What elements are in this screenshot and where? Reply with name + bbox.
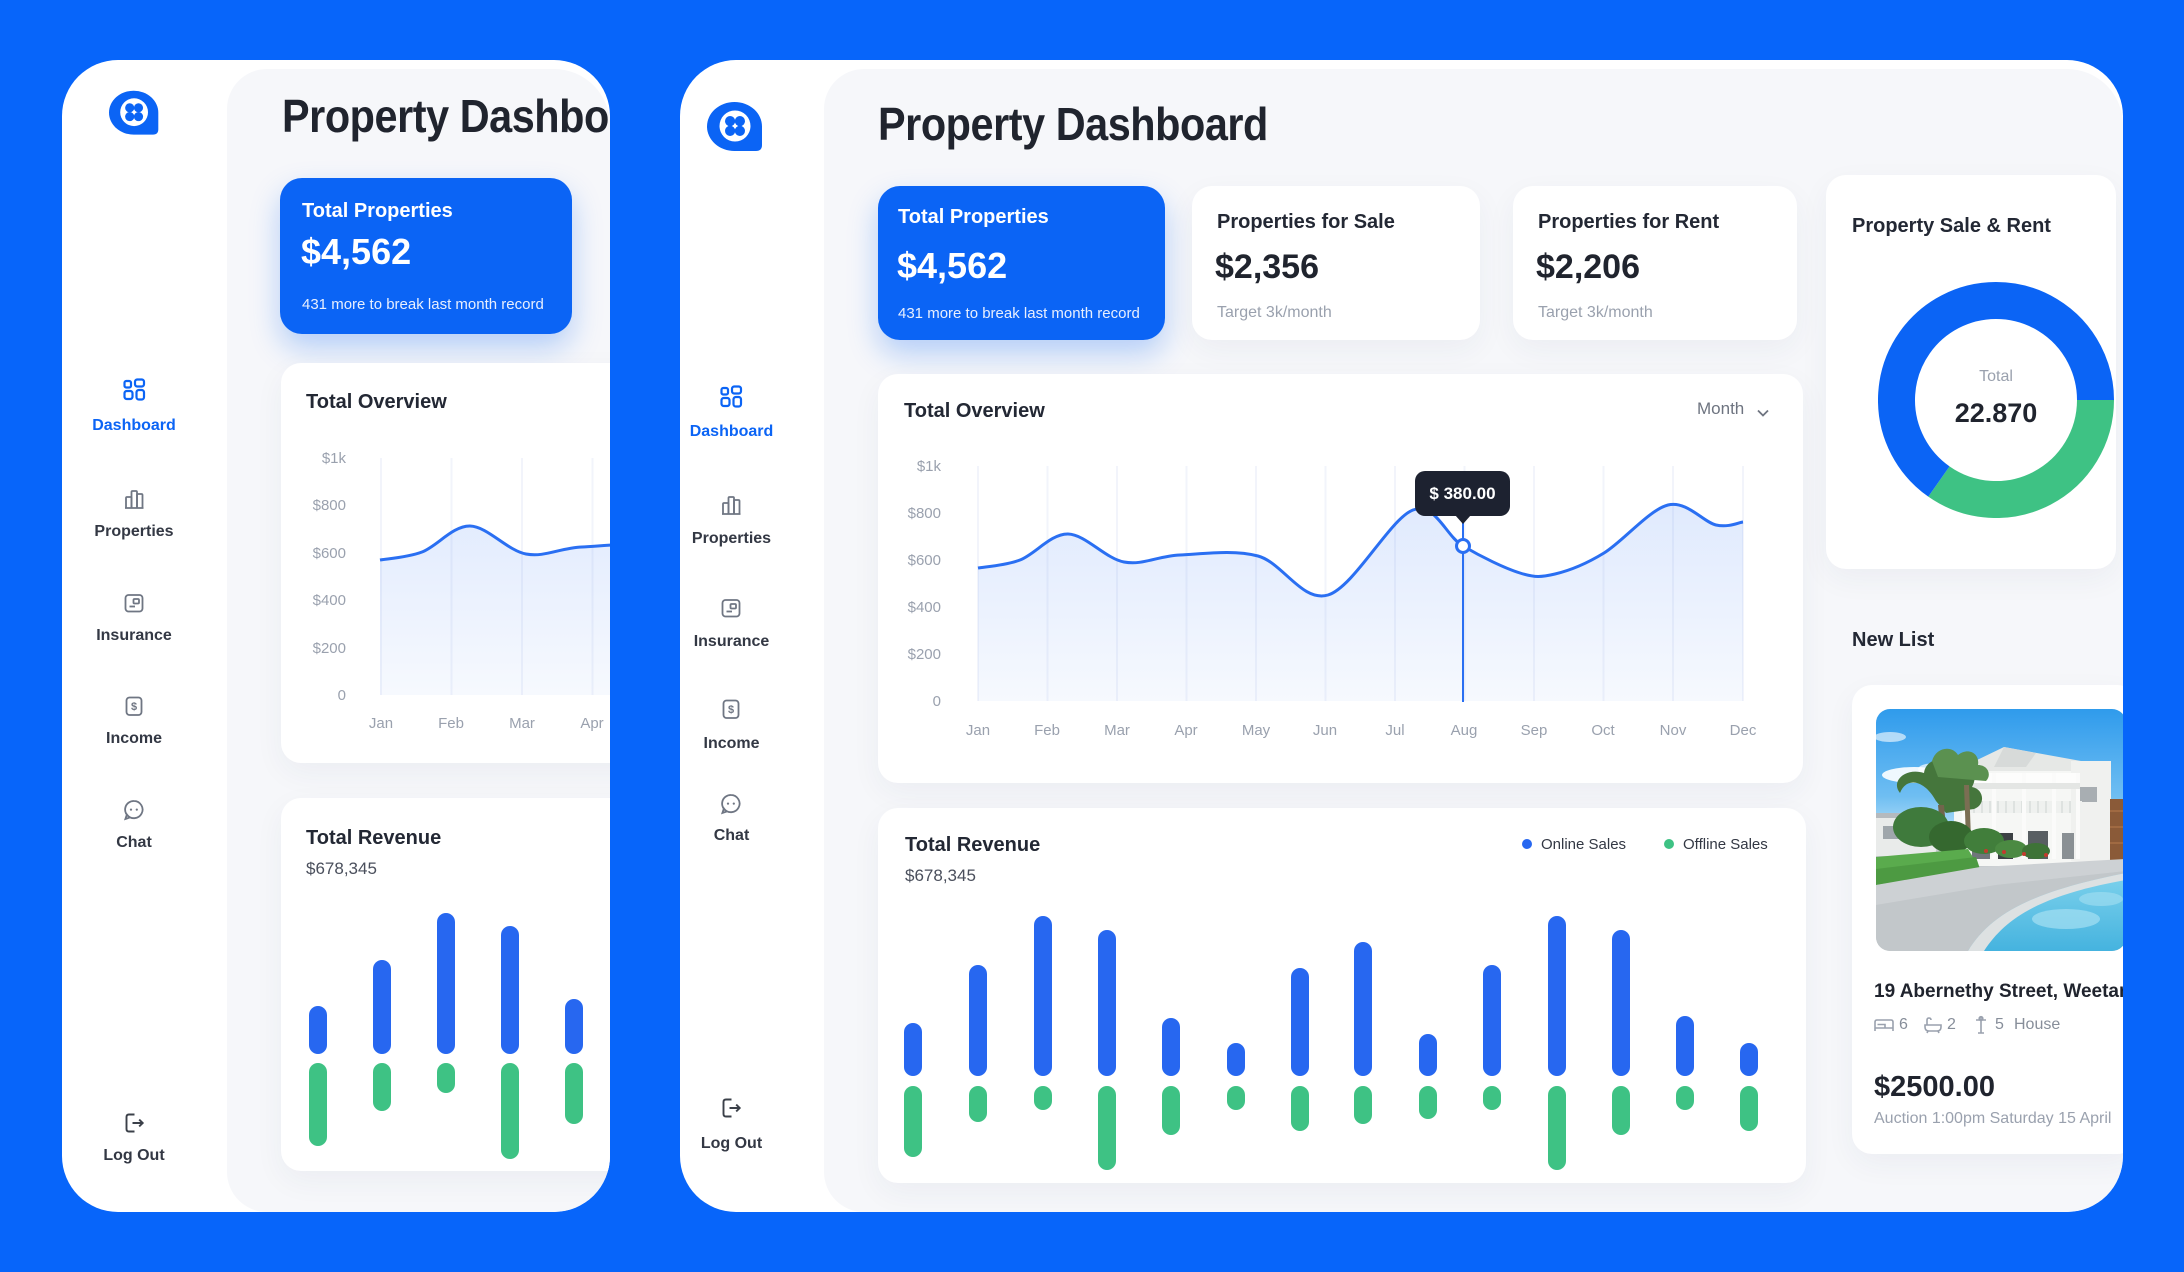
- svg-text:$: $: [131, 701, 137, 713]
- svg-text:$: $: [728, 704, 734, 716]
